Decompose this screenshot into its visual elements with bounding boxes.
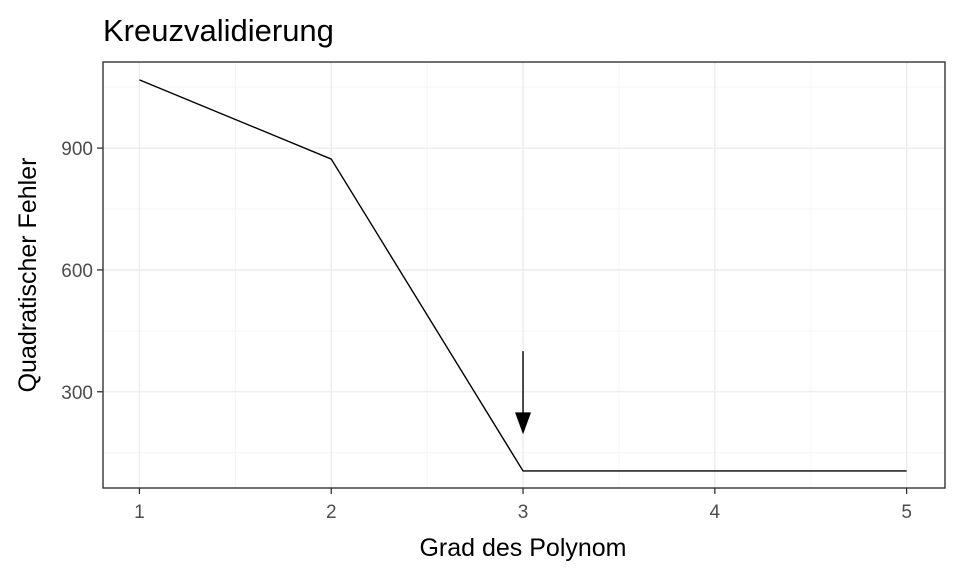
arrow-head bbox=[515, 412, 532, 435]
x-tick-label: 2 bbox=[326, 502, 337, 523]
grid bbox=[103, 62, 945, 488]
x-tick-label: 3 bbox=[518, 502, 529, 523]
chart-title: Kreuzvalidierung bbox=[103, 13, 334, 48]
x-tick-label: 4 bbox=[710, 502, 721, 523]
series-line bbox=[139, 79, 907, 472]
x-axis: 1 2 3 4 5 bbox=[134, 488, 912, 523]
y-tick-label: 600 bbox=[61, 261, 93, 282]
y-axis: 300 600 900 bbox=[61, 139, 103, 404]
y-axis-title: Quadratischer Fehler bbox=[14, 158, 42, 393]
x-axis-title: Grad des Polynom bbox=[419, 534, 626, 562]
panel-border bbox=[102, 61, 946, 489]
series-layer bbox=[139, 79, 907, 472]
y-tick-label: 300 bbox=[61, 383, 93, 404]
y-tick-label: 900 bbox=[61, 139, 93, 160]
x-tick-label: 1 bbox=[134, 502, 145, 523]
x-tick-label: 5 bbox=[901, 502, 912, 523]
annotation-layer bbox=[515, 351, 532, 435]
